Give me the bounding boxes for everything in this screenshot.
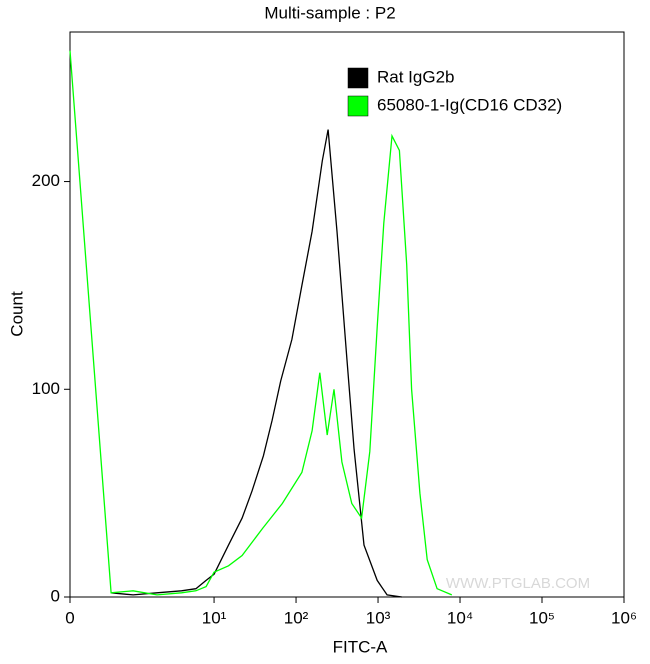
x-axis-label: FITC-A <box>333 637 388 656</box>
y-tick-label: 0 <box>51 586 60 605</box>
legend-swatch <box>347 95 369 117</box>
x-tick-label: 10⁴ <box>447 608 473 627</box>
y-tick-label: 100 <box>32 379 60 398</box>
legend-label: Rat IgG2b <box>377 67 455 86</box>
x-tick-label: 10⁵ <box>529 608 555 627</box>
x-tick-label: 10⁶ <box>611 608 637 627</box>
y-axis-label: Count <box>7 291 26 337</box>
x-tick-label: 10¹ <box>202 608 227 627</box>
legend-label: 65080-1-Ig(CD16 CD32) <box>377 95 562 114</box>
series-line <box>69 50 453 596</box>
y-tick-label: 200 <box>32 171 60 190</box>
x-tick-label: 10² <box>284 608 309 627</box>
watermark: WWW.PTGLAB.COM <box>446 575 590 592</box>
series-line <box>111 129 402 598</box>
chart-title: Multi-sample : P2 <box>264 3 395 22</box>
legend-swatch <box>347 67 369 89</box>
x-tick-label: 10³ <box>366 608 391 627</box>
x-tick-label: 0 <box>65 608 74 627</box>
plot-frame <box>69 31 625 598</box>
